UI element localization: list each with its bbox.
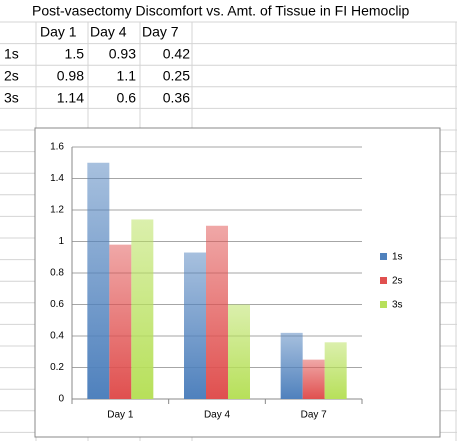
y-tick-label: 0.4 [50, 331, 64, 342]
y-tick-label: 0 [58, 394, 64, 405]
y-tick-label: 1 [58, 236, 64, 247]
table-title: Post-vasectomy Discomfort vs. Amt. of Ti… [32, 3, 410, 19]
cell-value: 0.98 [57, 68, 84, 84]
legend-swatch [380, 277, 387, 284]
x-tick-label: Day 4 [204, 410, 231, 421]
row-label: 1s [4, 46, 19, 62]
bar [324, 342, 347, 399]
cell-value: 0.36 [163, 90, 190, 106]
cell-value: 0.42 [163, 46, 190, 62]
bar [302, 359, 325, 399]
y-tick-label: 1.4 [50, 173, 64, 184]
x-tick-label: Day 7 [301, 410, 328, 421]
legend-swatch [380, 253, 387, 260]
y-tick-label: 0.2 [50, 362, 64, 373]
bar [228, 304, 250, 399]
y-tick-label: 0.8 [50, 268, 64, 279]
bar [109, 244, 132, 399]
bar [280, 332, 303, 399]
row-label: 2s [4, 68, 19, 84]
y-tick-label: 1.2 [50, 205, 64, 216]
bar [206, 225, 228, 399]
row-label: 3s [4, 90, 19, 106]
column-header: Day 1 [40, 24, 77, 40]
y-tick-label: 1.6 [50, 142, 64, 153]
column-header: Day 4 [90, 24, 127, 40]
bar [87, 162, 110, 399]
legend-label: 2s [392, 276, 403, 287]
cell-value: 1.14 [57, 90, 84, 106]
y-tick-label: 0.6 [50, 299, 64, 310]
cell-value: 0.6 [117, 90, 137, 106]
cell-value: 0.93 [109, 46, 136, 62]
x-tick-label: Day 1 [107, 410, 134, 421]
bar [184, 252, 206, 399]
bar [131, 219, 154, 399]
cell-value: 1.1 [117, 68, 137, 84]
cell-value: 1.5 [65, 46, 85, 62]
column-header: Day 7 [142, 24, 179, 40]
legend-label: 3s [392, 300, 403, 311]
legend-label: 1s [392, 252, 403, 263]
legend-swatch [380, 301, 387, 308]
cell-value: 0.25 [163, 68, 190, 84]
